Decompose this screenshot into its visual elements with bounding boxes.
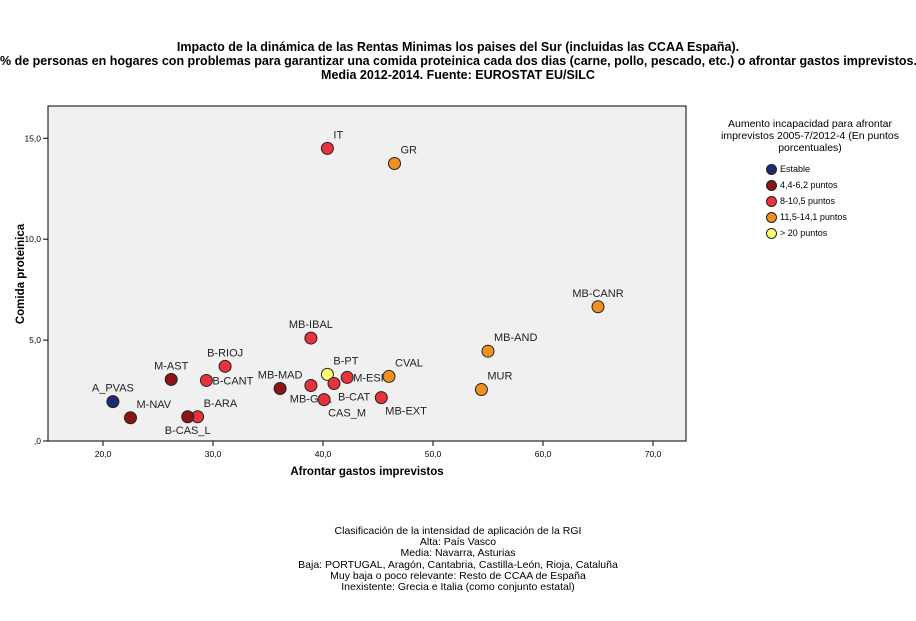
data-point: [591, 300, 605, 314]
y-tick-label: 15,0: [24, 133, 41, 143]
footer-line-6: Inexistente: Grecia e Italia (como conju…: [341, 581, 575, 594]
data-point: [273, 382, 287, 396]
legend-swatch-icon: [766, 211, 777, 223]
data-point: [320, 367, 334, 381]
data-point: [388, 157, 401, 171]
data-point: [218, 359, 232, 373]
x-tick-label: 50,0: [425, 449, 442, 459]
data-point: [181, 410, 195, 424]
legend-item-estable: Estable: [766, 161, 900, 177]
data-label: B-CANT: [212, 375, 253, 387]
data-label: B-CAT: [338, 391, 370, 403]
data-label: MB-AND: [494, 332, 537, 344]
footer-notes: Clasificación de la intensidad de aplica…: [0, 525, 916, 594]
legend-swatch-icon: [766, 179, 777, 191]
legend-swatch-icon: [766, 163, 777, 175]
data-label: M-ESP: [353, 372, 388, 384]
data-point: [317, 393, 331, 407]
data-label: MB-IBAL: [289, 319, 333, 331]
data-label: IT: [333, 129, 343, 141]
data-point: [481, 344, 495, 358]
legend-item-label: 8-10,5 puntos: [780, 196, 836, 206]
footer-line-5: Muy baja o poco relevante: Resto de CCAA…: [330, 569, 586, 582]
x-tick-label: 60,0: [535, 449, 552, 459]
data-label: MB-EXT: [385, 406, 427, 418]
y-axis: ,0 5,0 10,0 15,0: [24, 133, 48, 446]
data-point: [124, 411, 137, 425]
data-label: GR: [401, 145, 418, 157]
data-point: [304, 331, 318, 345]
legend-item-20: > 20 puntos: [766, 225, 900, 241]
data-label: A_PVAS: [92, 383, 134, 395]
footer-line-3: Media: Navarra, Asturias: [400, 547, 516, 560]
data-point: [106, 395, 120, 409]
legend-title-line-2: imprevistos 2005-7/2012-4 (En puntos: [720, 130, 900, 142]
data-label: B-ARA: [204, 398, 238, 410]
footer-line-4: Baja: PORTUGAL, Aragón, Cantabria, Casti…: [298, 558, 618, 571]
data-label: MB-CANR: [572, 288, 623, 300]
legend-item-11-14: 11,5-14,1 puntos: [766, 209, 900, 225]
title-line-2: % de personas en hogares con problemas p…: [0, 54, 916, 68]
x-axis-label: Afrontar gastos imprevistos: [290, 466, 443, 478]
data-label: MB-MAD: [258, 370, 303, 382]
chart-title: Impacto de la dinámica de las Rentas Min…: [0, 40, 916, 82]
data-label: M-AST: [154, 360, 189, 372]
y-tick-label: ,0: [34, 436, 41, 446]
legend-swatch-icon: [766, 227, 777, 239]
x-axis: 20,0 30,0 40,0 50,0 60,0 70,0: [95, 441, 662, 459]
data-point: [374, 391, 388, 405]
data-point: [382, 369, 396, 383]
x-tick-label: 40,0: [315, 449, 332, 459]
data-point: [199, 373, 213, 387]
legend-item-label: 11,5-14,1 puntos: [780, 212, 847, 222]
legend-title: Aumento incapacidad para afrontar imprev…: [720, 118, 900, 154]
data-label: B-CAS_L: [165, 425, 211, 437]
data-point: [304, 379, 318, 393]
x-tick-label: 30,0: [205, 449, 222, 459]
legend-title-line-3: porcentuales): [778, 142, 842, 154]
y-tick-label: 10,0: [24, 234, 41, 244]
legend-item-8-10: 8-10,5 puntos: [766, 193, 900, 209]
legend-item-label: > 20 puntos: [780, 228, 828, 238]
legend-item-label: 4,4-6,2 puntos: [780, 180, 838, 190]
data-point: [164, 372, 178, 386]
legend: Aumento incapacidad para afrontar imprev…: [720, 118, 900, 241]
legend-swatch-icon: [766, 195, 777, 207]
footer-line-1: Clasificación de la intensidad de aplica…: [334, 525, 582, 537]
title-line-1: Impacto de la dinámica de las Rentas Min…: [176, 40, 740, 54]
legend-item-4-6: 4,4-6,2 puntos: [766, 177, 900, 193]
data-point: [327, 376, 341, 390]
data-label: M-NAV: [137, 399, 172, 411]
legend-item-label: Estable: [780, 164, 811, 174]
data-label: B-RIOJ: [207, 347, 243, 359]
data-label: MUR: [487, 371, 512, 383]
data-point: [340, 370, 354, 384]
x-tick-label: 20,0: [95, 449, 112, 459]
data-point: [474, 383, 488, 397]
y-axis-label: Comida proteinica: [15, 223, 27, 324]
plot-area: [47, 105, 687, 442]
y-tick-label: 5,0: [29, 335, 41, 345]
data-label: B-PT: [333, 355, 358, 367]
title-line-3: Media 2012-2014. Fuente: EUROSTAT EU/SIL…: [321, 68, 595, 82]
footer-line-2: Alta: País Vasco: [419, 536, 497, 549]
data-label: CVAL: [395, 357, 423, 369]
data-label: CAS_M: [328, 408, 366, 420]
data-point: [320, 141, 334, 155]
legend-title-line-1: Aumento incapacidad para afrontar: [727, 118, 893, 130]
x-tick-label: 70,0: [645, 449, 662, 459]
